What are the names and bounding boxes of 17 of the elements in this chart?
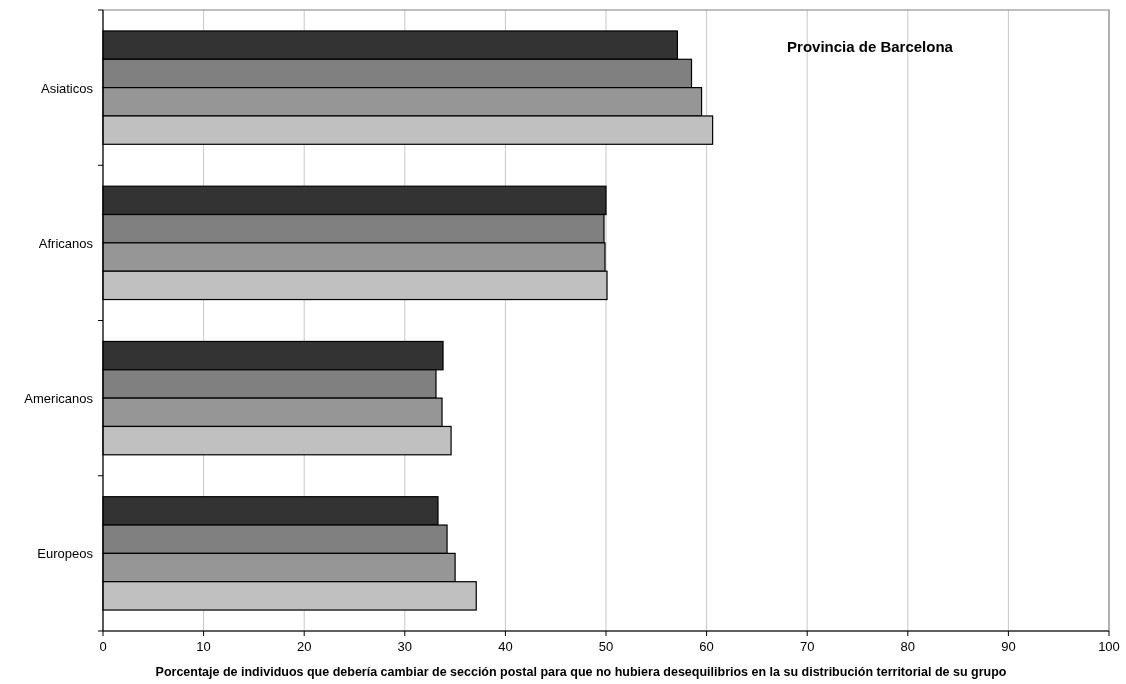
x-tick-label: 80 bbox=[900, 639, 916, 654]
y-tick-label: Americanos bbox=[24, 391, 94, 407]
text: Provincia de Barcelona bbox=[787, 38, 954, 55]
x-tick-label: 70 bbox=[799, 639, 815, 654]
x-tick-label: 60 bbox=[699, 639, 714, 654]
x-tick-label: 50 bbox=[598, 639, 614, 654]
x-tick-label: 30 bbox=[397, 639, 413, 654]
x-tick-label: 0 bbox=[99, 639, 107, 654]
x-tick-label: 100 bbox=[1098, 639, 1120, 654]
x-axis-title: Porcentaje de individuos que debería cambiar de sección postal para que no hubiera desequilibrios en la su distribución territorial de su grupo bbox=[155, 665, 1007, 679]
x-tick-label: 90 bbox=[1001, 639, 1016, 654]
x-tick-label: 40 bbox=[498, 639, 513, 654]
y-tick-label: Africanos bbox=[38, 235, 94, 251]
x-tick-label: 10 bbox=[196, 639, 211, 654]
y-tick-label: Europeos bbox=[37, 546, 94, 562]
x-tick-label: 20 bbox=[296, 639, 312, 654]
y-tick-label: Asiaticos bbox=[40, 80, 94, 96]
